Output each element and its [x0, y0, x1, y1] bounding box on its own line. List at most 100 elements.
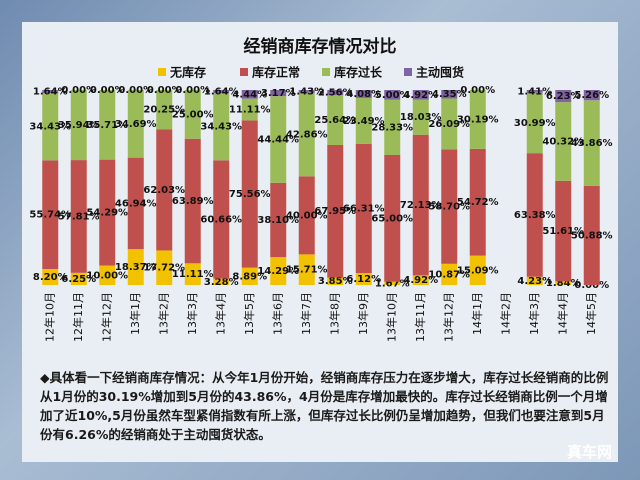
bar-segment	[327, 90, 344, 95]
bar-segment	[441, 263, 458, 285]
bar-segment	[412, 134, 429, 276]
bar-segment	[270, 182, 287, 258]
data-label: 62.03%	[143, 185, 185, 196]
watermark: 真车网	[566, 443, 612, 461]
data-label: 40.00%	[286, 210, 328, 221]
bar-segment	[298, 90, 315, 93]
x-tick-label: 14年1月	[470, 292, 484, 335]
data-label: 5.00%	[375, 90, 410, 101]
bar-segment	[469, 148, 486, 256]
data-label: 34.43%	[29, 122, 71, 133]
bar-segment	[526, 276, 543, 285]
bar-segment	[583, 90, 600, 101]
bar-segment	[384, 90, 401, 100]
data-label: 60.66%	[200, 214, 242, 225]
data-label: 43.86%	[571, 138, 613, 149]
data-label: 75.56%	[229, 189, 271, 200]
data-label: 55.74%	[29, 210, 71, 221]
x-tick-label: 14年3月	[527, 292, 541, 335]
x-tick-label: 13年10月	[384, 292, 398, 342]
data-label: 26.09%	[428, 119, 470, 130]
bar-segment	[241, 98, 258, 121]
data-label: 51.61%	[542, 226, 584, 237]
data-label: 1.84%	[546, 278, 581, 289]
bar-segment	[441, 98, 458, 150]
x-tick-label: 13年9月	[356, 292, 370, 335]
bar-segment	[412, 99, 429, 135]
bar-segment	[127, 157, 144, 250]
bar-segment	[156, 90, 173, 130]
bar-segment	[327, 144, 344, 278]
data-label: 8.20%	[33, 272, 68, 283]
x-tick-label: 13年11月	[413, 292, 427, 342]
x-tick-label: 14年4月	[555, 292, 569, 335]
x-tick-label: 13年12月	[441, 292, 455, 342]
x-tick-label: 14年5月	[584, 292, 598, 335]
bar-segment	[384, 154, 401, 282]
legend-label: 库存正常	[252, 65, 300, 80]
bar-segment	[355, 90, 372, 98]
data-label: 63.38%	[514, 210, 556, 221]
bar-segment	[70, 272, 87, 285]
data-label: 5.26%	[574, 90, 609, 101]
x-tick-label: 14年2月	[498, 292, 512, 335]
data-label: 35.71%	[86, 120, 128, 131]
data-label: 4.23%	[517, 276, 552, 287]
bar-segment	[270, 257, 287, 285]
note: ◆具体看一下经销商库存情况：从今年1月份开始，经销商库存压力在逐步增大，库存过长…	[40, 370, 609, 442]
bar-segment	[127, 249, 144, 285]
data-label: 0.00%	[147, 85, 182, 96]
data-label: 0.00%	[90, 85, 125, 96]
data-label: 1.64%	[204, 87, 239, 98]
bar-segment	[298, 92, 315, 177]
data-label: 6.23%	[546, 91, 581, 102]
data-label: 35.94%	[58, 120, 100, 131]
bar-segment	[270, 96, 287, 183]
bar-segment	[327, 94, 344, 145]
x-tick-label: 12年11月	[71, 292, 85, 342]
data-label: 66.31%	[343, 203, 385, 214]
x-tick-label: 13年1月	[128, 292, 142, 335]
data-label: 1.64%	[33, 87, 68, 98]
data-label: 14.29%	[257, 266, 299, 277]
data-label: 57.81%	[58, 211, 100, 222]
data-label: 0.00%	[574, 280, 609, 291]
bar-segment	[213, 89, 230, 94]
bar-segment	[42, 269, 59, 285]
chart: 经销商库存情况对比 无库存 库存正常 库存过长 主动囤货 12年10月 8.20% 55.7…	[29, 36, 613, 342]
bar-segment	[42, 160, 59, 270]
data-label: 0.00%	[61, 85, 96, 96]
data-label: 15.09%	[457, 265, 499, 276]
bar-segment	[270, 90, 287, 97]
data-label: 72.13%	[400, 200, 442, 211]
x-tick-label: 13年5月	[242, 292, 256, 335]
x-tick-label: 13年3月	[185, 292, 199, 335]
bar-segment	[355, 97, 372, 144]
legend-swatch	[158, 68, 166, 76]
data-label: 54.29%	[86, 208, 128, 219]
bar-segment	[42, 89, 59, 94]
bar-segment	[184, 263, 201, 285]
data-label: 0.00%	[460, 85, 495, 96]
bar-segment	[555, 180, 572, 282]
data-label: 15.71%	[286, 265, 328, 276]
data-label: 4.35%	[432, 89, 467, 100]
x-tick-label: 13年4月	[213, 292, 227, 335]
legend-label: 无库存	[169, 65, 206, 80]
legend-label: 主动囤货	[416, 65, 464, 80]
legend-label: 库存过长	[334, 65, 383, 80]
data-label: 4.92%	[403, 90, 438, 101]
data-label: 6.12%	[346, 274, 381, 285]
data-label: 3.28%	[204, 277, 239, 288]
data-label: 10.87%	[428, 269, 470, 280]
legend-swatch	[240, 68, 248, 76]
bar-segment	[526, 89, 543, 93]
bar-segment	[526, 153, 543, 277]
data-label: 34.69%	[115, 119, 157, 130]
data-label: 38.10%	[257, 215, 299, 226]
chart-title: 经销商库存情况对比	[244, 36, 397, 57]
bar-segment	[412, 90, 429, 100]
data-label: 30.99%	[514, 118, 556, 129]
data-label: 1.41%	[517, 86, 552, 97]
data-label: 65.00%	[371, 213, 413, 224]
